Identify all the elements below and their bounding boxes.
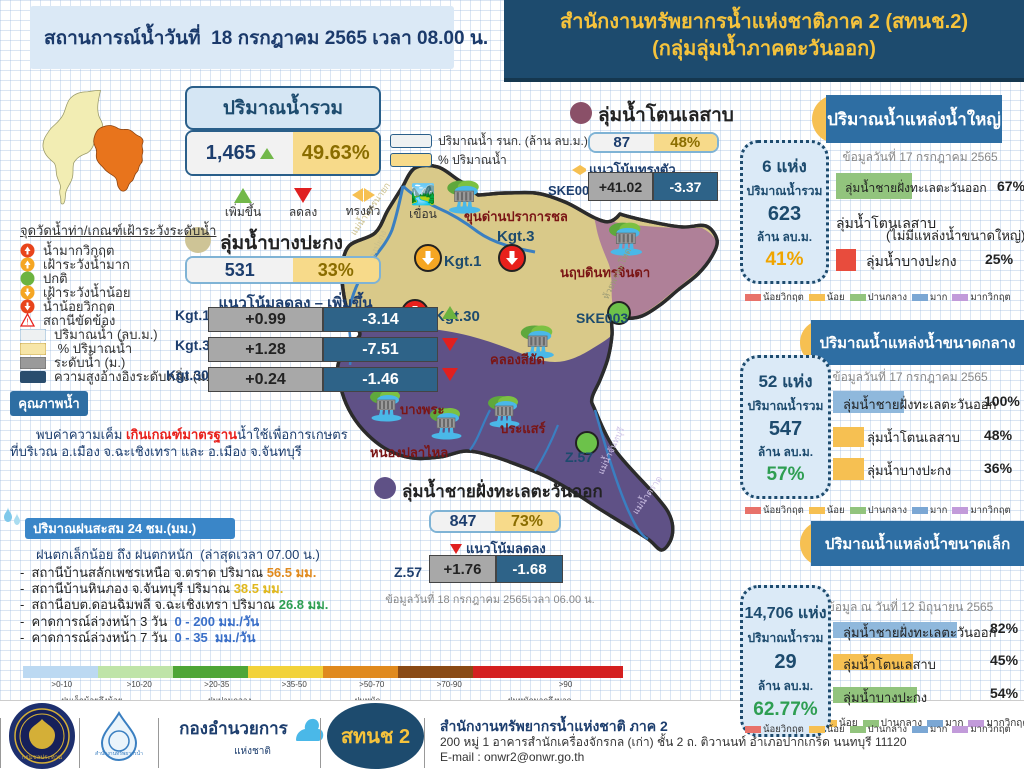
svg-text:ประแสร์: ประแสร์: [500, 421, 546, 436]
svg-text:บางพระ: บางพระ: [400, 402, 444, 417]
svg-text:นฤบดินทรจินดา: นฤบดินทรจินดา: [560, 265, 650, 280]
svg-text:Z.57: Z.57: [565, 449, 593, 465]
svg-text:Kgt.1: Kgt.1: [444, 253, 482, 270]
svg-text:กรมชลประทาน: กรมชลประทาน: [22, 754, 62, 761]
svg-text:SKE003: SKE003: [576, 310, 628, 326]
svg-text:Kgt.3: Kgt.3: [497, 228, 535, 245]
svg-text:!: !: [26, 318, 28, 327]
svg-text:คลองสียัด: คลองสียัด: [490, 352, 545, 367]
